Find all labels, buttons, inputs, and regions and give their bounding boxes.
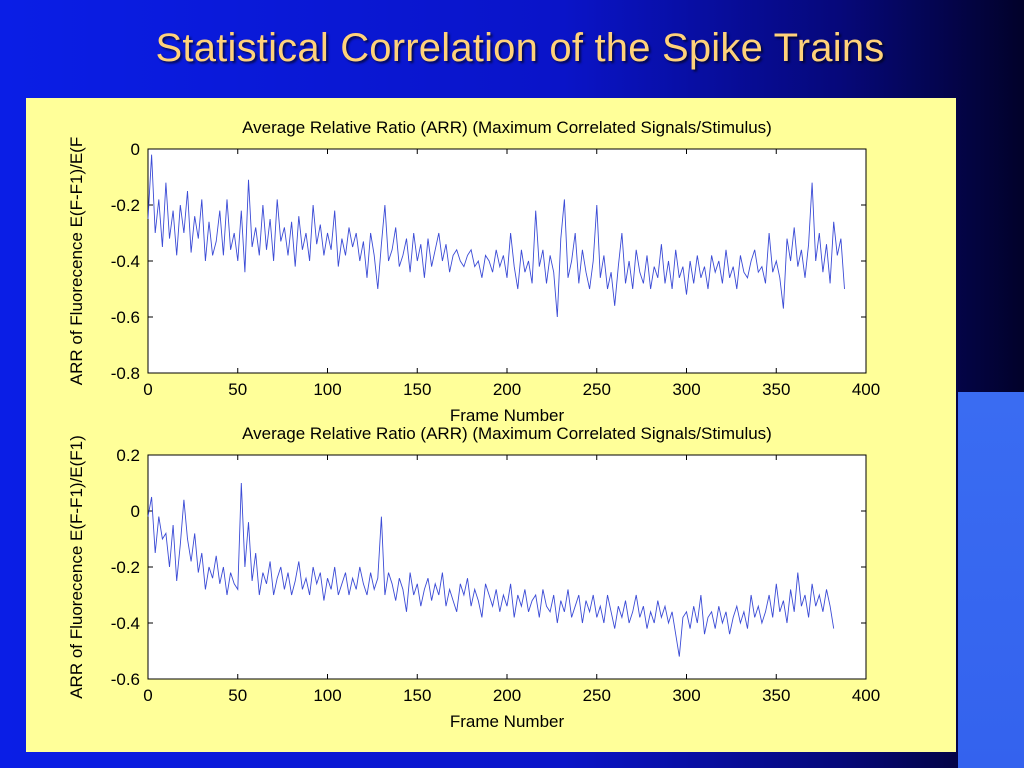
x-tick-label: 350 — [762, 380, 790, 399]
x-tick-label: 300 — [672, 380, 700, 399]
chart-figure: Average Relative Ratio (ARR) (Maximum Co… — [67, 118, 880, 731]
y-tick-label: 0.2 — [116, 446, 140, 465]
x-tick-label: 150 — [403, 380, 431, 399]
y-tick-label: -0.6 — [111, 670, 140, 689]
y-tick-label: -0.8 — [111, 364, 140, 383]
x-tick-label: 200 — [493, 380, 521, 399]
y-axis-label: ARR of Fluorecence E(F-F1)/E(F — [67, 137, 86, 385]
x-tick-label: 0 — [143, 380, 152, 399]
chart-title: Average Relative Ratio (ARR) (Maximum Co… — [242, 424, 772, 443]
y-tick-label: -0.4 — [111, 614, 140, 633]
x-tick-label: 400 — [852, 380, 880, 399]
chart-title: Average Relative Ratio (ARR) (Maximum Co… — [242, 118, 772, 137]
y-tick-label: -0.4 — [111, 252, 140, 271]
y-tick-label: -0.2 — [111, 558, 140, 577]
y-axis-label: ARR of Fluorecence E(F-F1)/E(F1) — [67, 435, 86, 699]
x-tick-label: 300 — [672, 686, 700, 705]
x-tick-label: 250 — [583, 380, 611, 399]
x-axis-label: Frame Number — [450, 712, 565, 731]
decorative-band — [958, 392, 1024, 768]
x-tick-label: 100 — [313, 686, 341, 705]
decorative-band-shade — [958, 392, 1024, 768]
y-tick-label: -0.6 — [111, 308, 140, 327]
x-tick-label: 350 — [762, 686, 790, 705]
x-tick-label: 200 — [493, 686, 521, 705]
series-line-1 — [147, 482, 835, 657]
x-tick-label: 100 — [313, 380, 341, 399]
chart-1: Average Relative Ratio (ARR) (Maximum Co… — [67, 118, 880, 425]
slide-title: Statistical Correlation of the Spike Tra… — [155, 26, 885, 70]
x-axis-label: Frame Number — [450, 406, 565, 425]
x-tick-label: 400 — [852, 686, 880, 705]
y-tick-label: 0 — [131, 140, 140, 159]
plot-area — [147, 454, 867, 680]
chart-2: Average Relative Ratio (ARR) (Maximum Co… — [67, 424, 880, 731]
x-tick-label: 50 — [228, 686, 247, 705]
y-tick-label: 0 — [131, 502, 140, 521]
plot-area — [147, 148, 867, 374]
y-tick-label: -0.2 — [111, 196, 140, 215]
x-tick-label: 0 — [143, 686, 152, 705]
x-tick-label: 250 — [583, 686, 611, 705]
x-tick-label: 150 — [403, 686, 431, 705]
x-tick-label: 50 — [228, 380, 247, 399]
series-line-1 — [147, 154, 845, 318]
figure-panel: Average Relative Ratio (ARR) (Maximum Co… — [26, 98, 956, 752]
